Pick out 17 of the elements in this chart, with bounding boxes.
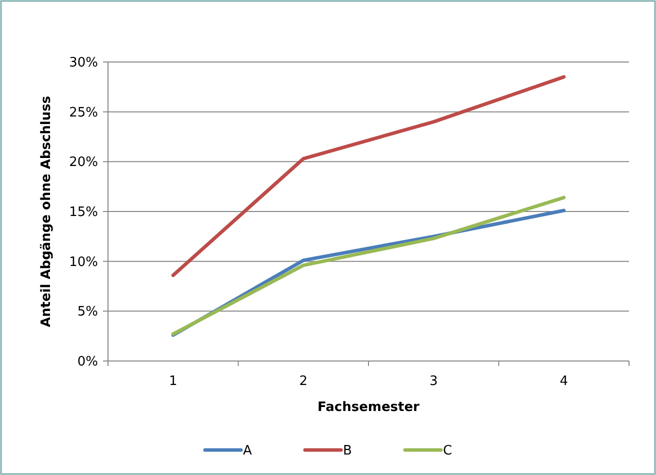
y-tick-label: 30% (69, 56, 98, 71)
x-tick-label: 3 (429, 374, 438, 389)
x-tick-label: 4 (560, 374, 568, 389)
legend-label: C (443, 444, 452, 459)
line-series (171, 75, 566, 278)
x-tick-label: 1 (168, 374, 178, 389)
x-tick-label: 2 (299, 374, 308, 389)
y-axis-title: Anteil Abgänge ohne Abschluss (39, 96, 54, 328)
legend-label: A (243, 444, 252, 459)
y-tick-label: 0% (77, 354, 98, 370)
y-tick-label: 25% (69, 105, 98, 120)
y-tick-label: 15% (69, 205, 98, 220)
y-tick-label: 20% (69, 155, 98, 170)
legend-label: B (343, 444, 352, 459)
y-tick-label: 5% (77, 304, 98, 320)
x-axis-title: Fachsemester (318, 400, 420, 415)
y-tick-label: 10% (69, 254, 98, 270)
